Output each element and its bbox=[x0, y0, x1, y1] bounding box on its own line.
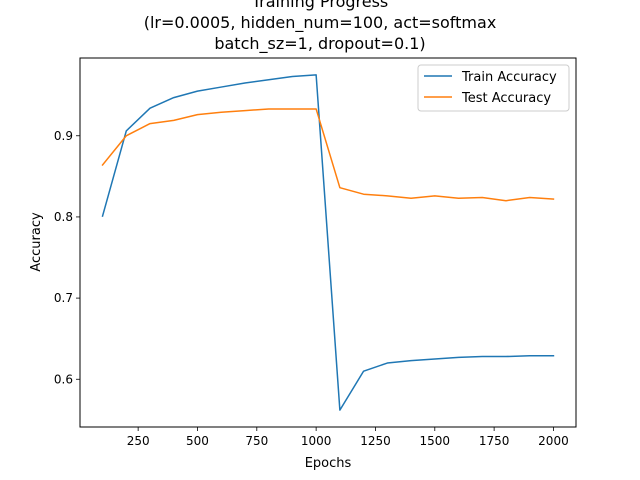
x-tick-label: 500 bbox=[186, 434, 209, 448]
legend-label: Train Accuracy bbox=[461, 70, 557, 85]
x-tick-label: 2000 bbox=[538, 434, 569, 448]
legend: Train Accuracy Test Accuracy bbox=[417, 64, 570, 112]
legend-box bbox=[417, 64, 570, 112]
legend-label: Test Accuracy bbox=[461, 91, 551, 106]
plot-frame bbox=[79, 57, 577, 428]
series-line-test-accuracy bbox=[101, 108, 555, 202]
plot-lines bbox=[101, 74, 555, 411]
y-axis-ticks: 0.6 0.7 0.8 0.9 bbox=[54, 129, 80, 386]
y-tick-label: 0.7 bbox=[54, 291, 73, 305]
y-tick-label: 0.9 bbox=[54, 129, 73, 143]
x-tick-label: 1750 bbox=[479, 434, 510, 448]
x-tick-label: 750 bbox=[245, 434, 268, 448]
chart-title-line-3: batch_sz=1, dropout=0.1) bbox=[214, 34, 426, 53]
x-tick-label: 1500 bbox=[420, 434, 451, 448]
x-axis-label: Epochs bbox=[305, 456, 352, 471]
chart-title-line-1: Training Progress bbox=[251, 0, 389, 11]
x-axis-ticks: 250 500 750 1000 1250 1500 1750 2000 bbox=[127, 427, 569, 448]
chart-title-line-2: (lr=0.0005, hidden_num=100, act=softmax bbox=[143, 13, 497, 32]
x-tick-label: 1250 bbox=[360, 434, 391, 448]
x-tick-label: 250 bbox=[127, 434, 150, 448]
x-tick-label: 1000 bbox=[301, 434, 332, 448]
y-tick-label: 0.6 bbox=[54, 372, 73, 386]
y-axis-label: Accuracy bbox=[29, 212, 44, 272]
series-line-train-accuracy bbox=[101, 74, 555, 411]
y-tick-label: 0.8 bbox=[54, 210, 73, 224]
